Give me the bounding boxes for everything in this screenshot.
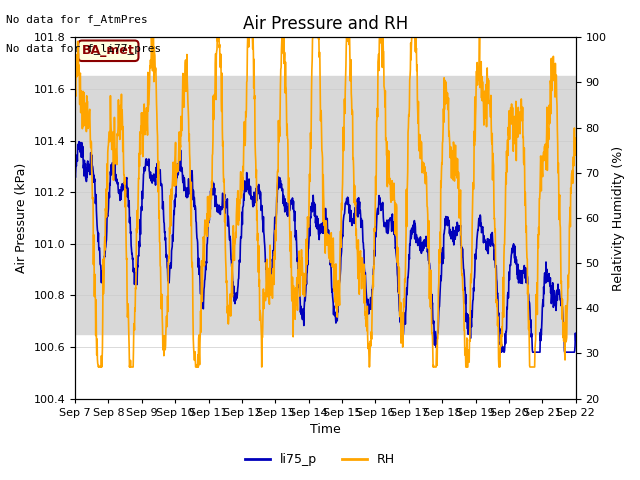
X-axis label: Time: Time xyxy=(310,423,340,436)
Title: Air Pressure and RH: Air Pressure and RH xyxy=(243,15,408,33)
Text: BA_met: BA_met xyxy=(82,44,135,57)
Text: No data for f_li77_pres: No data for f_li77_pres xyxy=(6,43,162,54)
Text: No data for f_AtmPres: No data for f_AtmPres xyxy=(6,14,148,25)
Bar xyxy=(75,76,576,334)
Legend: li75_p, RH: li75_p, RH xyxy=(240,448,400,471)
Y-axis label: Air Pressure (kPa): Air Pressure (kPa) xyxy=(15,163,28,273)
Y-axis label: Relativity Humidity (%): Relativity Humidity (%) xyxy=(612,145,625,290)
